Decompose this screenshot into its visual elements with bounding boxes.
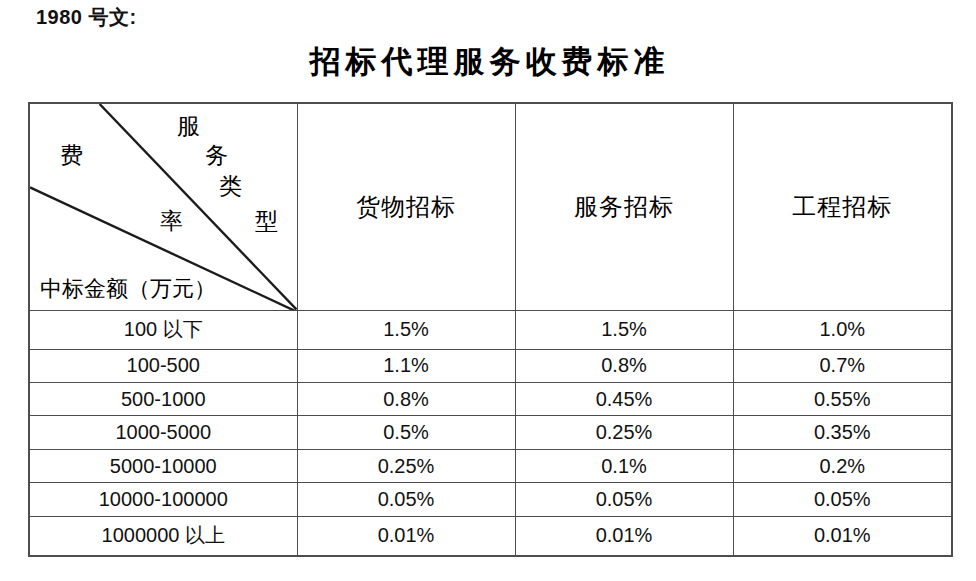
corner-label-rate-char: 率 [160, 210, 183, 233]
table-row: 100 以下1.5%1.5%1.0% [29, 310, 952, 349]
amount-range-cell: 5000-10000 [29, 449, 297, 482]
rate-cell: 0.05% [297, 483, 515, 516]
rate-cell: 0.25% [297, 449, 515, 482]
rate-cell: 1.5% [515, 310, 733, 349]
corner-label-service-type-char-2: 务 [205, 144, 228, 167]
rate-cell: 0.35% [733, 416, 952, 449]
rate-cell: 1.5% [297, 310, 515, 349]
document-page: 1980 号文: 招标代理服务收费标准 费 率 [0, 0, 976, 581]
corner-label-service-type-char-1: 服 [177, 115, 200, 138]
page-title: 招标代理服务收费标准 [28, 44, 951, 80]
rate-cell: 0.5% [297, 416, 515, 449]
rate-cell: 0.7% [733, 349, 952, 382]
rate-cell: 0.45% [515, 382, 733, 415]
rate-cell: 0.25% [515, 416, 733, 449]
table-row: 5000-100000.25%0.1%0.2% [29, 449, 952, 482]
fee-table-container: 费 率 服 务 类 型 中标金额（万元） 货物招标 服务招标 工程招标 100 … [28, 102, 951, 557]
diagonal-corner-cell: 费 率 服 务 类 型 中标金额（万元） [29, 103, 297, 310]
rate-cell: 0.01% [733, 516, 952, 556]
amount-range-cell: 10000-100000 [29, 483, 297, 516]
column-header-service: 服务招标 [515, 103, 733, 310]
rate-cell: 0.05% [515, 483, 733, 516]
rate-cell: 0.1% [515, 449, 733, 482]
table-header-row: 费 率 服 务 类 型 中标金额（万元） 货物招标 服务招标 工程招标 [29, 103, 952, 310]
amount-range-cell: 500-1000 [29, 382, 297, 415]
amount-range-cell: 100 以下 [29, 310, 297, 349]
rate-cell: 0.55% [733, 382, 952, 415]
corner-label-service-type-char-3: 类 [219, 175, 242, 198]
rate-cell: 0.8% [515, 349, 733, 382]
corner-label-fee-char: 费 [60, 144, 83, 167]
rate-cell: 0.01% [297, 516, 515, 556]
table-row: 1000-50000.5%0.25%0.35% [29, 416, 952, 449]
table-row: 500-10000.8%0.45%0.55% [29, 382, 952, 415]
amount-range-cell: 1000-5000 [29, 416, 297, 449]
corner-label-amount: 中标金额（万元） [40, 277, 216, 301]
table-row: 100-5001.1%0.8%0.7% [29, 349, 952, 382]
rate-cell: 0.2% [733, 449, 952, 482]
rate-cell: 0.05% [733, 483, 952, 516]
column-header-engineering: 工程招标 [733, 103, 952, 310]
amount-range-cell: 1000000 以上 [29, 516, 297, 556]
table-row: 10000-1000000.05%0.05%0.05% [29, 483, 952, 516]
rate-cell: 0.01% [515, 516, 733, 556]
doc-reference-label: 1980 号文: [36, 4, 137, 31]
rate-cell: 1.0% [733, 310, 952, 349]
fee-table: 费 率 服 务 类 型 中标金额（万元） 货物招标 服务招标 工程招标 100 … [28, 102, 953, 557]
rate-cell: 0.8% [297, 382, 515, 415]
table-body: 100 以下1.5%1.5%1.0%100-5001.1%0.8%0.7%500… [29, 310, 952, 556]
rate-cell: 1.1% [297, 349, 515, 382]
column-header-goods: 货物招标 [297, 103, 515, 310]
amount-range-cell: 100-500 [29, 349, 297, 382]
corner-label-service-type-char-4: 型 [255, 210, 278, 233]
table-row: 1000000 以上0.01%0.01%0.01% [29, 516, 952, 556]
